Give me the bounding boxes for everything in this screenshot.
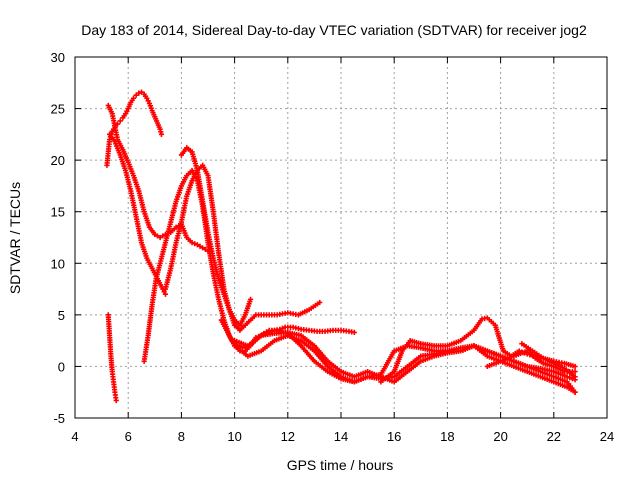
data-point bbox=[157, 234, 163, 241]
series-arc-14 bbox=[519, 341, 578, 380]
y-tick-label: 25 bbox=[51, 102, 65, 117]
data-point-interp bbox=[192, 241, 198, 247]
data-point bbox=[572, 368, 578, 375]
x-tick-label: 22 bbox=[547, 429, 561, 444]
data-point bbox=[572, 363, 578, 370]
data-point bbox=[138, 89, 145, 95]
series-arc-11 bbox=[232, 329, 578, 395]
series-arc-1 bbox=[105, 312, 119, 404]
data-point bbox=[158, 131, 165, 137]
x-tick-label: 18 bbox=[440, 429, 454, 444]
y-tick-label: 15 bbox=[51, 205, 65, 220]
axis-ticks bbox=[74, 56, 608, 419]
data-point bbox=[162, 291, 169, 297]
data-point-interp bbox=[160, 233, 166, 239]
y-tick-label: 0 bbox=[58, 359, 65, 374]
y-tick-label: 20 bbox=[51, 153, 65, 168]
data-point bbox=[564, 374, 570, 380]
x-tick-label: 12 bbox=[281, 429, 295, 444]
data-point bbox=[247, 296, 254, 302]
x-tick-label: 24 bbox=[600, 429, 614, 444]
data-point bbox=[194, 242, 200, 248]
series-arc-6 bbox=[162, 162, 323, 333]
x-tick-label: 16 bbox=[387, 429, 401, 444]
data-point bbox=[317, 299, 323, 306]
series-arc-3 bbox=[105, 102, 211, 254]
x-tick-label: 6 bbox=[125, 429, 132, 444]
data-point-interp bbox=[279, 325, 286, 331]
data-point-interp bbox=[569, 376, 576, 382]
x-axis-label: GPS time / hours bbox=[287, 457, 394, 473]
y-tick-label: 5 bbox=[58, 308, 65, 323]
data-point bbox=[114, 121, 121, 127]
data-point bbox=[133, 92, 139, 98]
series-arc-4 bbox=[106, 131, 169, 297]
x-tick-label: 4 bbox=[71, 429, 78, 444]
data-point bbox=[113, 397, 119, 404]
data-point bbox=[189, 240, 195, 246]
x-tick-label: 8 bbox=[178, 429, 185, 444]
y-tick-label: 10 bbox=[51, 256, 65, 271]
grid-lines bbox=[75, 57, 607, 418]
y-tick-label: 30 bbox=[51, 50, 65, 65]
x-tick-labels: 4 6 8 10 12 14 16 18 20 22 24 bbox=[71, 429, 614, 444]
data-point bbox=[136, 90, 142, 96]
y-tick-label: -5 bbox=[53, 411, 65, 426]
data-point bbox=[200, 245, 206, 251]
x-tick-label: 10 bbox=[227, 429, 241, 444]
data-point bbox=[351, 329, 357, 335]
data-point bbox=[572, 374, 578, 380]
chart-title: Day 183 of 2014, Sidereal Day-to-day VTE… bbox=[81, 22, 587, 38]
series-arc-2 bbox=[104, 89, 165, 168]
x-tick-label: 20 bbox=[493, 429, 507, 444]
y-tick-labels: -5 0 5 10 15 20 25 30 bbox=[51, 50, 65, 426]
data-point bbox=[152, 231, 158, 238]
data-point-interp bbox=[197, 243, 203, 249]
y-axis-label: SDTVAR / TECUs bbox=[7, 182, 23, 294]
data-point bbox=[572, 389, 578, 395]
plot-area bbox=[104, 89, 578, 404]
data-point-interp bbox=[154, 233, 161, 239]
data-point-interp bbox=[567, 375, 573, 381]
data-point bbox=[117, 118, 123, 124]
series-arc-13 bbox=[484, 348, 578, 375]
series-arc-7 bbox=[178, 145, 254, 328]
data-point bbox=[130, 95, 137, 101]
x-tick-label: 14 bbox=[334, 429, 348, 444]
